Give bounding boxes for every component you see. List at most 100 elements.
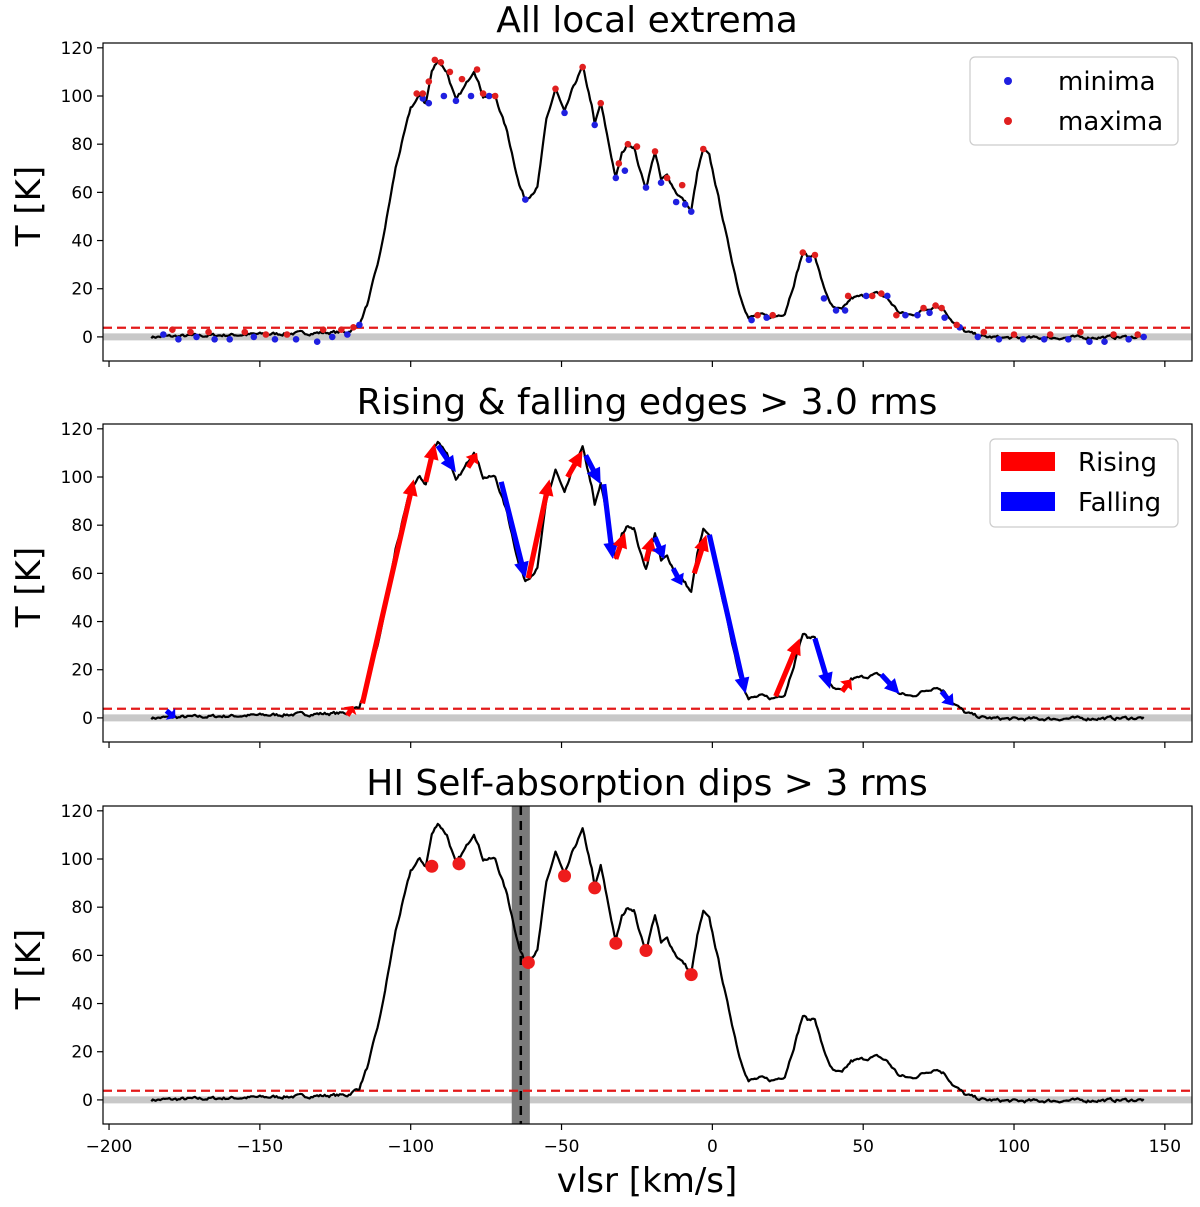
maximum-point: [651, 148, 659, 155]
minimum-point: [467, 92, 475, 100]
y-tick-label: 100: [61, 850, 93, 870]
y-axis-label: T [K]: [9, 547, 49, 628]
y-axis-label: T [K]: [9, 166, 49, 247]
maximum-point: [1077, 328, 1084, 336]
minimum-point: [1086, 338, 1093, 346]
legend-label-minima: minima: [1058, 67, 1156, 97]
panel-title: HI Self-absorption dips > 3 rms: [366, 763, 927, 804]
falling-edge-arrow: [879, 672, 900, 694]
y-tick-label: 120: [61, 420, 93, 440]
minimum-point: [884, 292, 891, 300]
spectrum-line: [150, 822, 1145, 1104]
y-tick-label: 20: [71, 661, 93, 681]
minimum-point: [425, 99, 433, 107]
maximum-point: [799, 249, 807, 256]
y-tick-label: 120: [61, 802, 93, 822]
dip-point: [588, 881, 602, 895]
maximum-point: [338, 326, 345, 333]
maximum-point: [597, 99, 605, 107]
maximum-point: [932, 302, 939, 309]
minimum-point: [313, 338, 321, 346]
legend: Rising Falling: [989, 438, 1179, 528]
maximum-point: [479, 90, 487, 97]
minimum-point: [974, 333, 982, 341]
x-tick-label: −150: [237, 1137, 284, 1157]
panel-hi-self-absorption: HI Self-absorption dips > 3 rms T [K] 0 2…: [9, 763, 1193, 1157]
maximum-point: [283, 331, 291, 338]
minimum-point: [250, 333, 258, 341]
y-tick-label: 120: [61, 39, 93, 59]
dip-point: [558, 869, 572, 883]
rising-edge-arrow: [840, 679, 853, 693]
minimum-point: [1101, 338, 1108, 346]
falling-edge-arrow: [652, 536, 666, 559]
minimum-point: [344, 331, 351, 338]
y-tick-label: 60: [71, 564, 93, 584]
y-tick-label: 20: [71, 1043, 93, 1063]
dip-point: [609, 936, 623, 950]
falling-edge-arrow: [939, 689, 954, 706]
maximum-point: [893, 311, 900, 319]
minimum-point: [175, 336, 182, 343]
minimum-point: [681, 201, 689, 208]
rising-edge-arrow: [359, 479, 418, 704]
legend-swatch-rising: [1001, 452, 1055, 471]
minimum-point: [485, 92, 493, 100]
rising-edge-arrow: [773, 638, 801, 698]
minimum-point: [1065, 336, 1072, 343]
minimum-point: [862, 292, 870, 300]
axes-frame: [102, 805, 1193, 1125]
rising-edge-arrow: [423, 443, 439, 483]
maximum-point: [877, 290, 885, 297]
y-tick-label: 0: [82, 328, 93, 348]
x-tick-label: 50: [852, 1137, 874, 1157]
falling-edge-arrow: [670, 567, 684, 586]
x-tick-label: 150: [1149, 1137, 1181, 1157]
y-tick-label: 60: [71, 183, 93, 203]
minimum-point: [612, 174, 620, 182]
maximum-point: [169, 326, 176, 333]
minimum-point: [356, 321, 363, 329]
legend-box: [969, 56, 1179, 146]
minimum-point: [902, 311, 909, 319]
minimum-point: [211, 336, 218, 343]
maximum-point: [1046, 331, 1054, 338]
y-tick-label: 40: [71, 613, 93, 633]
maximum-point: [1010, 331, 1018, 338]
rising-edge-arrow: [465, 452, 479, 469]
minimum-point: [193, 333, 200, 341]
y-tick-label: 100: [61, 468, 93, 488]
maximum-point: [624, 140, 632, 148]
plot-content: [103, 440, 1192, 722]
minimum-point: [160, 331, 167, 338]
rising-edge-arrow: [525, 479, 554, 579]
minimum-point: [941, 314, 948, 321]
falling-edge-arrow: [435, 444, 456, 473]
maximum-point: [319, 326, 327, 333]
maximum-point: [491, 92, 499, 100]
falling-edge-arrow: [583, 454, 601, 485]
y-tick-label: 0: [82, 1091, 93, 1111]
minimum-point: [419, 95, 427, 102]
minimum-point: [328, 333, 336, 341]
maximum-point: [552, 85, 559, 93]
minimum-point: [440, 92, 448, 100]
y-tick-label: 60: [71, 946, 93, 966]
maximum-point: [413, 90, 421, 97]
maximum-point: [458, 75, 466, 83]
legend: minima maxima: [969, 56, 1179, 146]
minimum-point: [820, 295, 828, 302]
rising-edge-arrow: [565, 450, 583, 479]
y-tick-label: 80: [71, 135, 93, 155]
minimum-point: [621, 167, 629, 174]
y-tick-label: 20: [71, 280, 93, 300]
maximum-point: [1134, 331, 1142, 338]
minimum-point: [271, 336, 279, 343]
minimum-point: [657, 179, 665, 187]
panel-title: Rising & falling edges > 3.0 rms: [357, 382, 938, 423]
falling-edge-arrow: [164, 708, 176, 720]
y-tick-label: 40: [71, 232, 93, 252]
maximum-point: [663, 174, 671, 182]
x-tick-label: −100: [387, 1137, 434, 1157]
